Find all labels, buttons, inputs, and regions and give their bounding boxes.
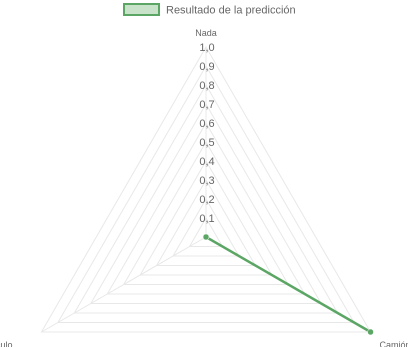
- tick-label: 0,9: [199, 61, 214, 73]
- grid-spoke: [41, 236, 207, 333]
- grid-ring: [122, 140, 290, 285]
- legend[interactable]: Resultado de la predicción: [123, 3, 296, 17]
- axis-label: Camión: [380, 340, 408, 347]
- tick-label: 0,5: [199, 137, 214, 149]
- grid-ring: [57, 64, 355, 323]
- grid-ring: [89, 102, 323, 304]
- grid-ring: [73, 84, 339, 314]
- tick-label: 0,2: [199, 194, 214, 206]
- axis-labels: Nada Camión Vehículo: [0, 28, 408, 347]
- grid-ring: [106, 122, 306, 295]
- axis-label: Nada: [195, 28, 217, 38]
- radial-tick-labels: 0,1 0,2 0,3 0,4 0,5 0,6 0,7 0,8 0,9 1,0: [199, 42, 214, 225]
- legend-swatch: [123, 3, 160, 16]
- grid-ring: [40, 46, 372, 333]
- legend-label: Resultado de la predicción: [166, 5, 296, 17]
- tick-label: 0,4: [199, 156, 214, 168]
- axis-label: Vehículo: [0, 340, 12, 347]
- tick-label: 0,8: [199, 80, 214, 92]
- tick-label: 0,3: [199, 175, 214, 187]
- grid-ring: [139, 160, 273, 276]
- tick-label: 0,6: [199, 118, 214, 130]
- grid-ring: [188, 217, 224, 247]
- tick-label: 0,1: [199, 213, 214, 225]
- data-point-3[interactable]: [202, 233, 210, 241]
- grid-ring: [155, 179, 257, 266]
- series-layer: [202, 233, 374, 336]
- grid-ring: [172, 198, 240, 257]
- tick-label: 0,7: [199, 99, 214, 111]
- tick-label: 1,0: [199, 42, 214, 54]
- data-point-2[interactable]: [367, 328, 374, 336]
